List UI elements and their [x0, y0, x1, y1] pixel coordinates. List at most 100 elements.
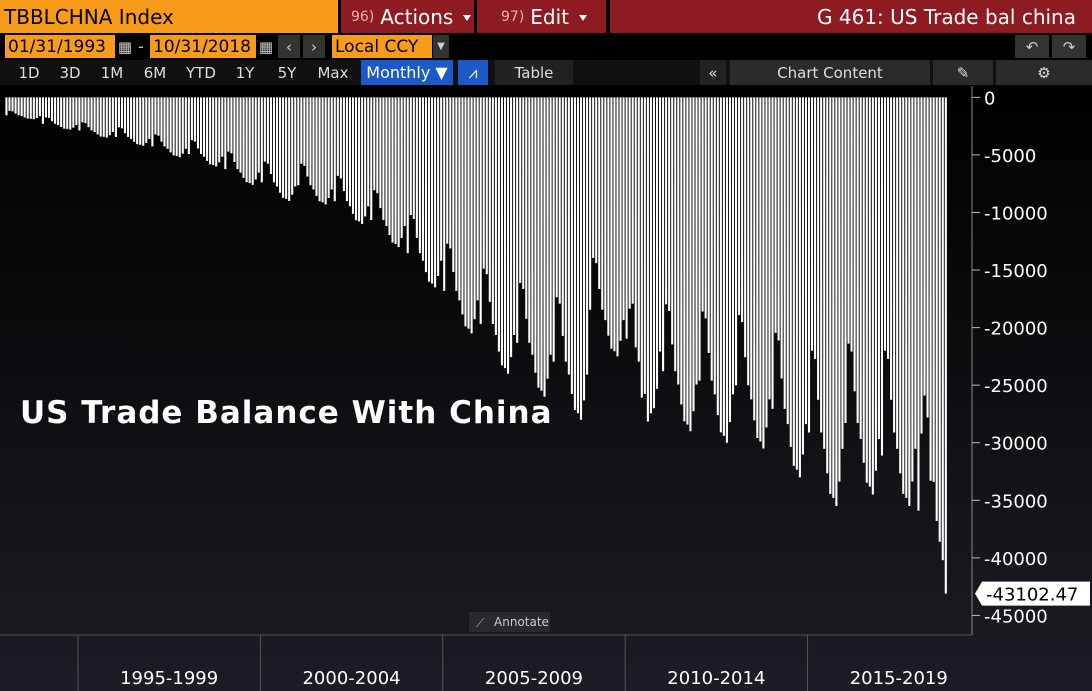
calendar-icon[interactable]: ▦ [117, 37, 133, 56]
bar [14, 97, 17, 114]
bar [409, 97, 412, 216]
table-button[interactable]: Table [495, 60, 573, 85]
y-tick-label: -25000 [984, 376, 1048, 397]
bar [8, 97, 11, 111]
bar [449, 97, 452, 249]
period-button[interactable]: 1Y [235, 63, 255, 82]
bar [643, 97, 646, 394]
bar [874, 97, 877, 471]
end-date[interactable]: 10/31/2018 [150, 35, 256, 58]
bar [944, 97, 947, 594]
bar [434, 97, 437, 288]
bar [75, 97, 78, 126]
bar [902, 97, 905, 494]
calendar-icon[interactable]: ▦ [258, 37, 274, 56]
bar [418, 97, 421, 254]
next-button[interactable]: › [303, 35, 325, 58]
bar [686, 97, 689, 425]
bar [172, 97, 175, 156]
bar [488, 97, 491, 302]
frequency-button[interactable]: Monthly ▼ [361, 60, 453, 85]
bar [130, 97, 133, 139]
bar [783, 97, 786, 409]
bar [640, 97, 643, 398]
edit-menu[interactable]: 97) Edit [477, 0, 606, 33]
bar [57, 97, 60, 126]
bar [318, 97, 321, 202]
period-button[interactable]: YTD [186, 63, 216, 82]
bar [613, 97, 616, 352]
bar [631, 97, 634, 304]
bar [169, 97, 172, 153]
bar [452, 97, 455, 273]
bar [120, 97, 124, 129]
bar [351, 97, 355, 214]
period-button[interactable]: Max [317, 63, 349, 82]
period-button[interactable]: 3D [59, 63, 81, 82]
bar [747, 97, 750, 386]
chart-content-button[interactable]: Chart Content [730, 60, 930, 85]
bar [792, 97, 795, 466]
separator: - [138, 37, 144, 56]
bar [795, 97, 798, 470]
edit-icon[interactable]: ✎ [933, 60, 993, 85]
annotate-label: Annotate [494, 615, 549, 629]
chart-icon[interactable]: ⩘ [458, 60, 488, 85]
prev-button[interactable]: ‹ [278, 35, 300, 58]
bar [786, 97, 789, 425]
bar [564, 97, 567, 362]
currency-dropdown[interactable]: ▼ [433, 35, 449, 58]
bar [576, 97, 580, 414]
currency[interactable]: Local CCY [332, 35, 432, 58]
bar [601, 97, 604, 310]
bar [291, 97, 294, 195]
bar [60, 97, 63, 128]
undo-button[interactable]: ↶ [1015, 35, 1049, 58]
period-button[interactable]: 1D [18, 63, 40, 82]
menu-label: Edit [530, 4, 570, 29]
bar [634, 97, 637, 348]
ticker[interactable]: TBBLCHNA Index [0, 0, 338, 33]
bar [123, 97, 127, 134]
bar [750, 97, 753, 400]
bar [704, 97, 707, 319]
bar [497, 97, 500, 352]
period-button[interactable]: 1M [100, 63, 124, 82]
chart-title: US Trade Balance With China [20, 395, 553, 431]
window-title: G 461: US Trade bal china [610, 0, 1092, 33]
bar [507, 97, 510, 374]
bar [282, 97, 285, 198]
bar [652, 97, 656, 409]
bar [485, 97, 488, 275]
bar [203, 97, 206, 157]
actions-menu[interactable]: 96) Actions [341, 0, 474, 33]
bar [789, 97, 792, 447]
toolbar: Monthly ▼ ⩘ Table « Chart Content ✎ ⚙ 1D… [0, 60, 1092, 85]
period-button[interactable]: 5Y [277, 63, 297, 82]
bar [294, 97, 297, 187]
start-date[interactable]: 01/31/1993 [5, 35, 115, 58]
bar [482, 97, 485, 269]
bar [500, 97, 504, 366]
bar [716, 97, 719, 416]
bar [595, 97, 598, 264]
collapse-button[interactable]: « [700, 60, 726, 85]
bar [227, 97, 230, 152]
bar [35, 97, 38, 118]
bar [345, 97, 348, 202]
period-button[interactable]: 6M [143, 63, 167, 82]
bar [698, 97, 701, 381]
annotate-button[interactable]: ⟋ Annotate [469, 612, 550, 632]
y-tick-label: -45000 [984, 606, 1048, 627]
bar [373, 97, 376, 191]
bar [78, 97, 81, 131]
redo-button[interactable]: ↷ [1052, 35, 1086, 58]
bar [592, 97, 595, 258]
bar [175, 97, 178, 157]
settings-icon[interactable]: ⚙ [996, 60, 1092, 85]
bar [394, 97, 397, 245]
bar [856, 97, 859, 424]
bar [558, 97, 561, 304]
bar [133, 97, 136, 142]
y-tick-label: -15000 [984, 261, 1048, 282]
